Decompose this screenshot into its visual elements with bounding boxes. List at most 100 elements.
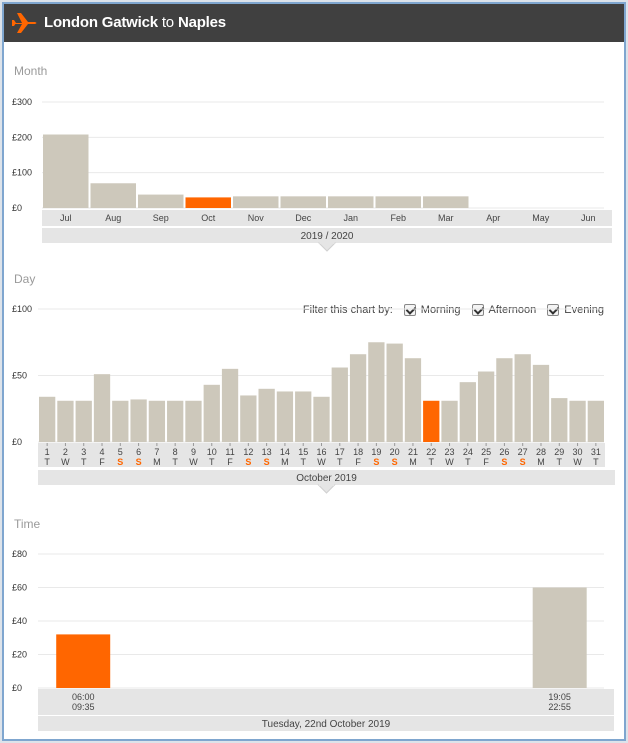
day-bar[interactable]	[368, 342, 385, 442]
day-x-tick[interactable]: 13	[262, 447, 272, 457]
day-bar[interactable]	[93, 374, 111, 442]
month-x-tick[interactable]: Nov	[248, 213, 265, 223]
day-bar[interactable]	[130, 399, 147, 442]
day-bar[interactable]	[514, 354, 531, 442]
day-x-tick[interactable]: 3	[81, 447, 86, 457]
day-bar[interactable]	[313, 396, 330, 442]
month-x-tick[interactable]: Apr	[486, 213, 500, 223]
day-bar[interactable]	[386, 343, 403, 442]
day-x-tick[interactable]: 1	[45, 447, 50, 457]
day-bar[interactable]	[57, 400, 74, 442]
day-x-tick[interactable]: 11	[225, 447, 234, 457]
day-x-tick[interactable]: 18	[353, 447, 363, 457]
afternoon-checkbox[interactable]	[471, 304, 484, 316]
day-bar[interactable]	[258, 388, 275, 442]
evening-checkbox[interactable]	[547, 304, 560, 316]
day-x-tick[interactable]: 2	[63, 447, 68, 457]
day-bar[interactable]	[477, 371, 495, 442]
day-x-tick[interactable]: 5	[118, 447, 123, 457]
month-x-tick[interactable]: Jul	[60, 213, 72, 223]
day-bar[interactable]	[75, 400, 92, 442]
day-bar[interactable]	[532, 364, 550, 442]
day-x-tick[interactable]: 14	[280, 447, 290, 457]
day-x-tick[interactable]: 9	[191, 447, 196, 457]
day-x-tick[interactable]: 22	[426, 447, 436, 457]
day-bar[interactable]	[148, 400, 166, 442]
day-bar[interactable]	[331, 367, 348, 442]
day-bar[interactable]	[203, 384, 220, 442]
flight-depart-time[interactable]: 06:00	[72, 692, 95, 702]
day-bar[interactable]	[276, 391, 294, 442]
day-bar[interactable]	[167, 400, 184, 442]
month-x-tick[interactable]: Jun	[581, 213, 596, 223]
flight-depart-time[interactable]: 19:05	[548, 692, 571, 702]
day-x-tick[interactable]: 4	[100, 447, 105, 457]
day-bar[interactable]	[551, 398, 568, 442]
day-x-tick[interactable]: 28	[536, 447, 546, 457]
day-x-tick[interactable]: 20	[390, 447, 400, 457]
day-bar[interactable]	[295, 391, 312, 442]
day-x-tick[interactable]: 19	[371, 447, 381, 457]
day-weekday-label: S	[373, 457, 379, 467]
flight-bar[interactable]	[532, 587, 587, 689]
month-x-tick[interactable]: Sep	[153, 213, 169, 223]
day-x-tick[interactable]: 12	[243, 447, 253, 457]
day-bar[interactable]	[587, 400, 604, 442]
day-bar[interactable]	[221, 368, 239, 442]
month-bar[interactable]	[423, 196, 469, 208]
flight-arrive-time[interactable]: 22:55	[548, 702, 571, 712]
month-bar[interactable]	[185, 197, 232, 208]
day-bar[interactable]	[112, 400, 129, 442]
day-x-tick[interactable]: 15	[298, 447, 308, 457]
day-x-tick[interactable]: 6	[136, 447, 141, 457]
afternoon-label[interactable]: Afternoon	[488, 304, 537, 316]
day-x-tick[interactable]: 17	[335, 447, 345, 457]
day-bar[interactable]	[240, 395, 257, 442]
day-bar[interactable]	[569, 400, 586, 442]
day-weekday-label: W	[189, 457, 198, 467]
day-x-tick[interactable]: 10	[207, 447, 217, 457]
month-x-tick[interactable]: Oct	[201, 213, 216, 223]
day-x-tick[interactable]: 8	[173, 447, 178, 457]
day-x-tick[interactable]: 23	[445, 447, 455, 457]
day-weekday-label: M	[537, 457, 545, 467]
day-bar[interactable]	[39, 396, 56, 442]
month-bar[interactable]	[280, 196, 327, 208]
time-caption: Tuesday, 22nd October 2019	[262, 719, 391, 730]
month-bar[interactable]	[90, 183, 137, 208]
day-x-tick[interactable]: 16	[316, 447, 326, 457]
day-weekday-label: T	[337, 457, 343, 467]
month-bar[interactable]	[233, 196, 279, 208]
day-x-tick[interactable]: 25	[481, 447, 491, 457]
month-bar[interactable]	[375, 196, 422, 208]
morning-label[interactable]: Morning	[420, 304, 461, 316]
day-bar[interactable]	[423, 400, 440, 442]
month-x-tick[interactable]: Dec	[295, 213, 312, 223]
month-x-tick[interactable]: Aug	[105, 213, 121, 223]
day-bar[interactable]	[496, 358, 513, 442]
day-x-tick[interactable]: 27	[518, 447, 528, 457]
day-x-tick[interactable]: 21	[408, 447, 418, 457]
morning-checkbox[interactable]	[403, 304, 416, 316]
day-x-tick[interactable]: 24	[463, 447, 473, 457]
month-bar[interactable]	[138, 194, 184, 208]
month-x-tick[interactable]: Feb	[390, 213, 406, 223]
day-x-tick[interactable]: 29	[554, 447, 564, 457]
month-bar[interactable]	[43, 134, 89, 208]
evening-label[interactable]: Evening	[564, 304, 604, 316]
month-bar[interactable]	[328, 196, 374, 208]
flight-bar[interactable]	[56, 634, 111, 688]
day-x-tick[interactable]: 26	[499, 447, 509, 457]
month-x-tick[interactable]: Mar	[438, 213, 454, 223]
day-x-tick[interactable]: 30	[573, 447, 583, 457]
day-bar[interactable]	[349, 354, 367, 442]
day-bar[interactable]	[404, 358, 422, 442]
day-bar[interactable]	[441, 400, 458, 442]
day-x-tick[interactable]: 7	[154, 447, 159, 457]
month-x-tick[interactable]: Jan	[343, 213, 358, 223]
day-bar[interactable]	[185, 400, 202, 442]
flight-arrive-time[interactable]: 09:35	[72, 702, 95, 712]
day-bar[interactable]	[459, 382, 476, 442]
month-x-tick[interactable]: May	[532, 213, 550, 223]
day-x-tick[interactable]: 31	[591, 447, 601, 457]
